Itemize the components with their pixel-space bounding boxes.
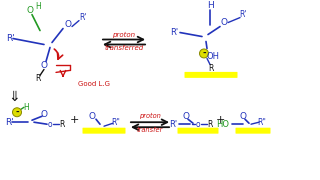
Text: R: R xyxy=(59,120,65,129)
Circle shape xyxy=(199,49,209,58)
Text: ⇓: ⇓ xyxy=(8,90,20,104)
Text: R': R' xyxy=(5,118,14,127)
Text: O: O xyxy=(182,112,189,121)
FancyBboxPatch shape xyxy=(178,128,219,134)
Text: +: + xyxy=(215,115,225,125)
Text: Good L.G: Good L.G xyxy=(78,81,110,87)
Text: R': R' xyxy=(169,120,177,129)
Text: R": R" xyxy=(258,118,267,127)
Text: R': R' xyxy=(170,28,178,37)
Text: O: O xyxy=(41,61,47,70)
Text: transfer: transfer xyxy=(137,127,163,133)
Text: +: + xyxy=(69,115,79,125)
Text: R: R xyxy=(35,74,41,83)
Text: R: R xyxy=(207,120,213,129)
Text: O: O xyxy=(27,6,34,15)
Text: O: O xyxy=(239,112,246,121)
Text: -: - xyxy=(15,108,19,117)
Text: HO: HO xyxy=(216,120,229,129)
Text: H: H xyxy=(207,1,213,10)
Text: R": R" xyxy=(112,118,120,127)
Text: H: H xyxy=(35,2,41,11)
Text: O: O xyxy=(65,20,71,29)
Text: o: o xyxy=(196,120,200,129)
Circle shape xyxy=(12,108,21,117)
Text: O: O xyxy=(220,18,228,27)
Text: OH: OH xyxy=(206,52,220,61)
FancyBboxPatch shape xyxy=(185,72,237,78)
Text: -: - xyxy=(202,49,206,58)
Text: H: H xyxy=(23,103,29,112)
Text: transferred: transferred xyxy=(104,46,144,51)
FancyBboxPatch shape xyxy=(236,128,270,134)
Text: R': R' xyxy=(79,13,87,22)
Text: R': R' xyxy=(6,34,15,43)
Text: proton: proton xyxy=(112,31,136,38)
Text: O: O xyxy=(89,112,95,121)
Text: R': R' xyxy=(239,10,247,19)
Text: o: o xyxy=(48,120,52,129)
Text: proton: proton xyxy=(139,113,161,119)
Text: R: R xyxy=(208,64,214,73)
FancyBboxPatch shape xyxy=(83,128,125,134)
Text: O: O xyxy=(41,110,47,119)
